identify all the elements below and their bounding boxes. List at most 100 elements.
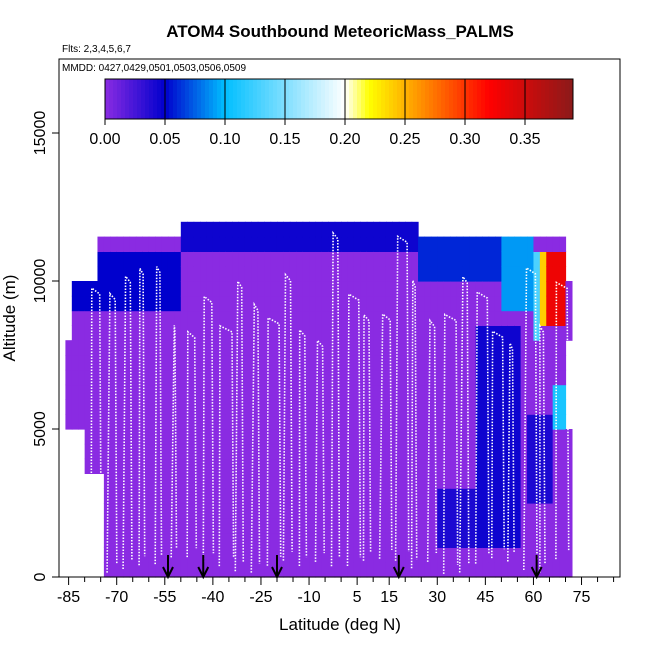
heatmap-cell — [238, 236, 246, 252]
heatmap-cell — [501, 310, 509, 326]
heatmap-cell — [315, 503, 323, 519]
heatmap-cell — [437, 266, 445, 282]
heatmap-cell — [443, 414, 451, 430]
heatmap-cell — [437, 547, 445, 563]
heatmap-cell — [546, 340, 554, 356]
heatmap-cell — [180, 340, 188, 356]
heatmap-cell — [379, 251, 387, 267]
heatmap-cell — [443, 340, 451, 356]
heatmap-cell — [257, 281, 265, 297]
heatmap-cell — [437, 429, 445, 445]
heatmap-cell — [283, 488, 291, 504]
colorbar-swatch — [429, 79, 434, 119]
heatmap-cell — [315, 369, 323, 386]
heatmap-cell — [360, 295, 368, 312]
heatmap-cell — [405, 399, 413, 415]
heatmap-cell — [110, 547, 118, 563]
heatmap-cell — [71, 384, 79, 400]
heatmap-cell — [321, 399, 329, 415]
heatmap-cell — [373, 355, 381, 371]
heatmap-cell — [341, 517, 349, 534]
heatmap-cell — [456, 443, 464, 460]
heatmap-cell — [392, 221, 400, 238]
heatmap-cell — [135, 355, 143, 371]
heatmap-cell — [559, 281, 567, 297]
colorbar-swatch — [141, 79, 146, 119]
heatmap-cell — [110, 429, 118, 445]
heatmap-cell — [392, 547, 400, 563]
heatmap-cell — [65, 384, 73, 400]
colorbar-swatch — [521, 79, 526, 119]
heatmap-cell — [392, 251, 400, 267]
heatmap-cell — [103, 325, 111, 341]
heatmap-cell — [180, 562, 188, 578]
heatmap-cell — [373, 281, 381, 297]
heatmap-cell — [475, 310, 483, 326]
heatmap-cell — [238, 443, 246, 460]
heatmap-cell — [116, 325, 124, 341]
heatmap-cell — [475, 236, 483, 252]
heatmap-cell — [174, 399, 182, 415]
heatmap-cell — [283, 310, 291, 326]
heatmap-cell — [110, 399, 118, 415]
colorbar-swatch — [445, 79, 450, 119]
colorbar-tick-label: 0.10 — [209, 131, 240, 148]
heatmap-cell — [200, 458, 208, 474]
heatmap-cell — [71, 399, 79, 415]
heatmap-cell — [187, 281, 195, 297]
colorbar-swatch — [369, 79, 374, 119]
heatmap-cell — [225, 251, 233, 267]
heatmap-cell — [328, 266, 336, 282]
heatmap-cell — [494, 547, 502, 563]
flight-profile-line — [555, 281, 570, 560]
heatmap-cell — [456, 340, 464, 356]
heatmap-cell — [257, 473, 265, 489]
heatmap-cell — [123, 443, 131, 460]
heatmap-cell — [405, 562, 413, 578]
x-tick-label: 30 — [428, 589, 446, 606]
heatmap-cell — [219, 503, 227, 519]
heatmap-cell — [411, 473, 419, 489]
heatmap-cell — [129, 384, 137, 400]
heatmap-cell — [443, 399, 451, 415]
heatmap-cell — [276, 281, 284, 297]
heatmap-cell — [219, 251, 227, 267]
heatmap-cell — [135, 458, 143, 474]
heatmap-cell — [148, 429, 156, 445]
heatmap-cell — [341, 266, 349, 282]
heatmap-cell — [398, 399, 406, 415]
heatmap-cell — [411, 517, 419, 534]
heatmap-cell — [276, 399, 284, 415]
heatmap-cell — [123, 236, 131, 252]
heatmap-cell — [527, 532, 535, 548]
sounding-arrows — [162, 555, 543, 580]
flight-profile-line — [202, 294, 215, 563]
heatmap-cell — [103, 384, 111, 400]
heatmap-cell — [180, 384, 188, 400]
heatmap-cell — [276, 266, 284, 282]
heatmap-cell — [527, 251, 535, 267]
heatmap-cell — [565, 562, 573, 578]
colorbar-swatch — [161, 79, 166, 119]
flight-profile-line — [346, 292, 362, 567]
heatmap-cell — [206, 473, 214, 489]
heatmap-cell — [430, 473, 438, 489]
heatmap-cell — [212, 340, 220, 356]
heatmap-cell — [232, 369, 240, 386]
heatmap-cell — [514, 562, 522, 578]
heatmap-cell — [353, 325, 361, 341]
heatmap-cell — [347, 532, 355, 548]
heatmap-cell — [65, 340, 73, 356]
heatmap-cell — [379, 458, 387, 474]
heatmap-cell — [276, 517, 284, 534]
heatmap-cell — [559, 517, 567, 534]
heatmap-cell — [424, 443, 432, 460]
heatmap-cell — [373, 236, 381, 252]
heatmap-cell — [501, 266, 509, 282]
heatmap-cell — [450, 517, 458, 534]
heatmap-cell — [482, 355, 490, 371]
heatmap-cell — [385, 266, 393, 282]
heatmap-cell — [244, 414, 252, 430]
heatmap-cell — [200, 281, 208, 297]
heatmap-cell — [347, 340, 355, 356]
